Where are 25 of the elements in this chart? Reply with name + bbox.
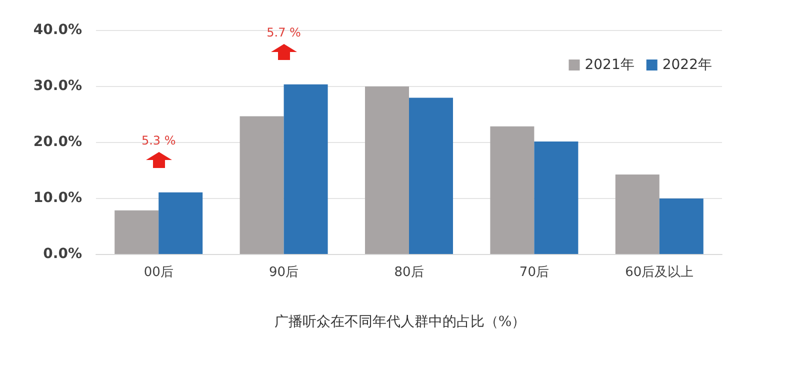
legend-label: 2021年 [584, 57, 634, 73]
bar [365, 86, 409, 254]
text: 广播听众在不同年代人群中的占比（%） [274, 314, 526, 330]
y-tick-label: 30.0% [33, 78, 82, 94]
x-tick-label: 60后及以上 [625, 265, 694, 280]
bar [490, 126, 534, 254]
bar [284, 84, 328, 254]
bar [240, 116, 284, 254]
y-tick-label: 0.0% [43, 246, 82, 262]
y-tick-label: 20.0% [33, 134, 82, 150]
annotation: 5.3 % [141, 133, 176, 148]
y-tick-label: 10.0% [33, 190, 82, 206]
y-tick-label: 40.0% [33, 22, 82, 38]
bar [114, 210, 159, 254]
bar [158, 192, 203, 254]
bar [659, 198, 704, 254]
legend-label: 2022年 [662, 57, 712, 73]
x-tick-label: 00后 [144, 265, 174, 280]
bar [615, 174, 660, 254]
bar [409, 98, 453, 254]
bar [534, 141, 578, 254]
x-tick-label: 90后 [269, 265, 299, 280]
x-tick-label: 80后 [394, 265, 424, 280]
annotation: 5.7 % [266, 25, 301, 40]
x-tick-label: 70后 [519, 265, 549, 280]
